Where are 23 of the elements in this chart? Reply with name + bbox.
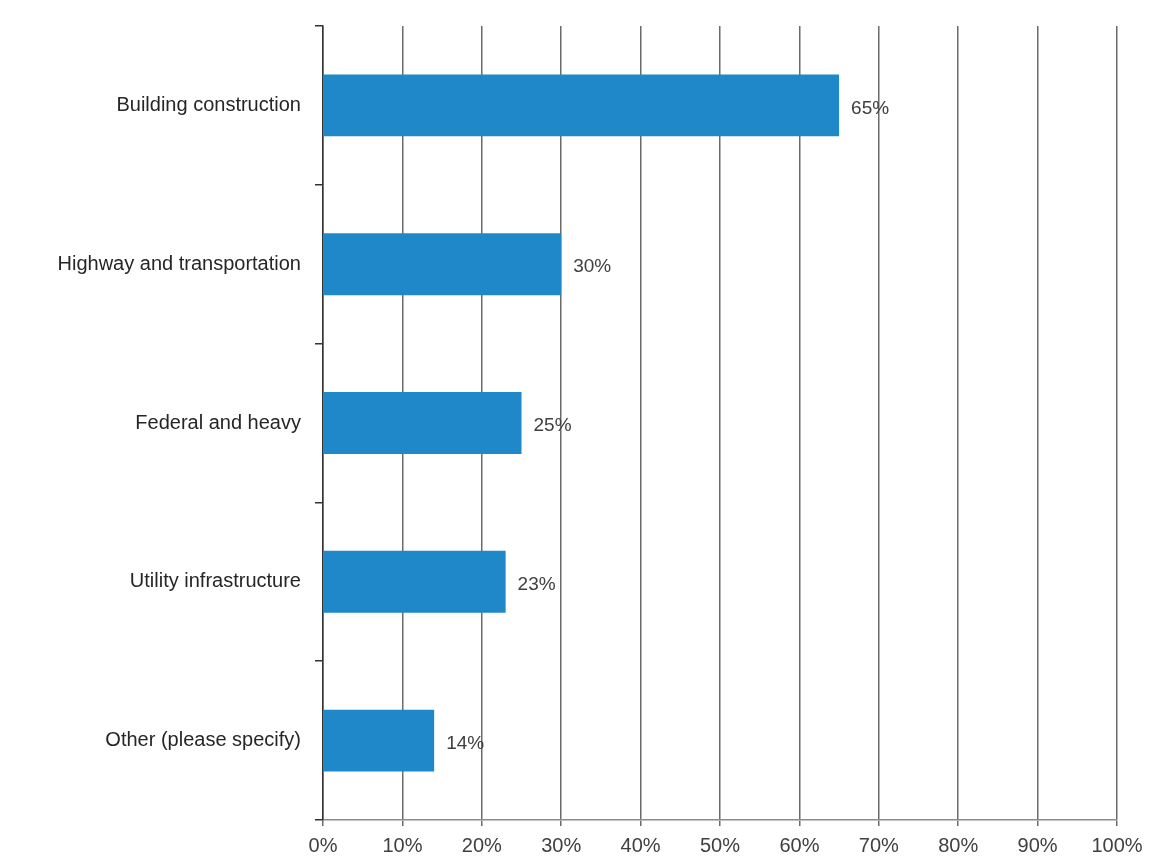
bar [323, 709, 435, 772]
x-tick-label: 0% [308, 833, 338, 856]
x-tick-label: 90% [1017, 833, 1058, 856]
y-tick-label: Building construction [116, 92, 301, 115]
data-label: 23% [517, 573, 556, 595]
bar [323, 233, 562, 296]
x-tick-label: 10% [382, 833, 423, 856]
data-label: 30% [573, 255, 612, 277]
bar [323, 74, 840, 137]
x-tick-label: 40% [620, 833, 661, 856]
x-tick-label: 100% [1091, 833, 1143, 856]
x-tick-label: 30% [541, 833, 582, 856]
x-tick-label: 60% [779, 833, 820, 856]
y-tick-label: Other (please specify) [105, 728, 301, 751]
y-tick-label: Federal and heavy [135, 410, 301, 433]
x-tick-label: 80% [938, 833, 979, 856]
bar [323, 550, 506, 613]
x-tick-label: 50% [699, 833, 741, 856]
y-tick-label: Highway and transportation [57, 251, 301, 274]
x-tick-label: 70% [858, 833, 900, 856]
bar [323, 392, 522, 454]
y-tick-label: Utility infrastructure [129, 569, 301, 592]
x-tick-label: 20% [461, 833, 503, 856]
